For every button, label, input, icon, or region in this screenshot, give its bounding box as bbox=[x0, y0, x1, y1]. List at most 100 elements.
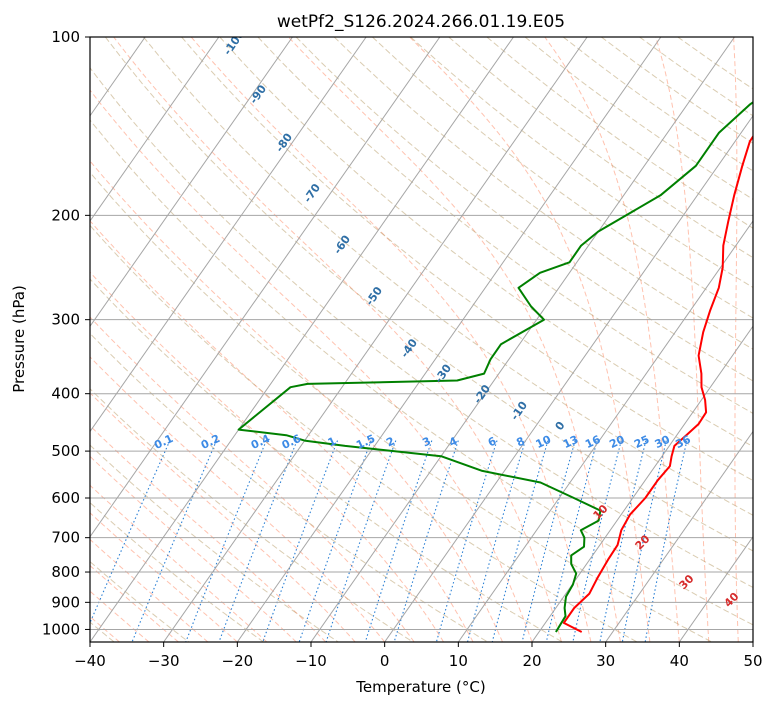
isotherm-gridline bbox=[605, 430, 753, 642]
moist-adiabat-line bbox=[90, 316, 415, 642]
moist-adiabat-line bbox=[733, 37, 739, 642]
mixing-ratio-label: 36 bbox=[673, 433, 693, 451]
x-tick-label: 50 bbox=[743, 652, 762, 670]
y-tick-label: 500 bbox=[51, 442, 80, 460]
isotherm-gridline bbox=[531, 325, 753, 642]
dry-adiabat-line bbox=[90, 560, 190, 642]
mixing-ratio-line bbox=[325, 440, 397, 642]
moist-adiabat-line bbox=[90, 564, 179, 642]
plot-area: 0.1 0.2 0.4 0.6 1 1.5 2 3 4 6 8 10 13 16 20 25 30 36-100-… bbox=[90, 37, 753, 642]
y-axis-label: Pressure (hPa) bbox=[10, 285, 28, 393]
mixing-ratio-lines bbox=[90, 440, 688, 642]
mixing-ratio-line bbox=[393, 440, 459, 642]
mixing-ratio-label: 13 bbox=[561, 433, 580, 451]
dry-adiabat-line bbox=[90, 224, 638, 642]
moist-adiabat-line bbox=[90, 271, 445, 642]
x-tick-label: −20 bbox=[222, 652, 254, 670]
moist-adiabat-line bbox=[409, 37, 651, 642]
moist-adiabat-line bbox=[90, 590, 150, 642]
x-tick-label: −30 bbox=[148, 652, 180, 670]
x-tick-label: −40 bbox=[74, 652, 106, 670]
mixing-ratio-line bbox=[185, 440, 267, 642]
isotherm-gridline bbox=[90, 37, 220, 222]
isotherm-gridline bbox=[90, 37, 441, 538]
moist-adiabat-line bbox=[113, 37, 562, 642]
mixing-ratio-line bbox=[621, 440, 667, 642]
y-tick-label: 600 bbox=[51, 489, 80, 507]
mixing-ratio-line bbox=[491, 440, 549, 642]
x-axis-ticks: −40 −30 −20 −10 0 10 20 30 40 50 bbox=[74, 642, 763, 670]
moist-adiabat-line bbox=[90, 89, 533, 642]
y-tick-label: 200 bbox=[51, 206, 80, 224]
moist-adiabat-line bbox=[90, 455, 297, 642]
isotherm-gridline bbox=[163, 37, 588, 642]
isotherm-gridline bbox=[310, 37, 735, 642]
y-tick-label: 800 bbox=[51, 563, 80, 581]
isotherm-gridline bbox=[457, 220, 753, 642]
y-tick-label: 400 bbox=[51, 385, 80, 403]
mixing-ratio-line bbox=[90, 440, 171, 625]
mixing-ratio-label: 20 bbox=[607, 433, 627, 451]
y-tick-label: 300 bbox=[51, 311, 80, 329]
isotherm-gridline bbox=[236, 37, 662, 642]
grid bbox=[90, 37, 753, 642]
mixing-ratio-line bbox=[644, 440, 688, 642]
moist-adiabat-line bbox=[90, 538, 209, 642]
mixing-ratio-line bbox=[521, 440, 576, 642]
sounding-line bbox=[562, 134, 753, 633]
isotherm-gridline bbox=[90, 37, 514, 642]
mixing-ratio-line bbox=[466, 440, 526, 642]
x-tick-label: −10 bbox=[295, 652, 327, 670]
dry-adiabat-line bbox=[90, 278, 563, 642]
chart-title: wetPf2_S126.2024.266.01.19.E05 bbox=[277, 12, 565, 32]
dry-adiabat-line bbox=[90, 119, 753, 626]
mixing-ratio-line bbox=[298, 440, 372, 642]
x-tick-label: 10 bbox=[449, 652, 468, 670]
y-tick-label: 900 bbox=[51, 593, 80, 611]
y-tick-label: 700 bbox=[51, 529, 80, 547]
y-tick-label: 100 bbox=[51, 28, 80, 46]
dry-adiabat-line bbox=[104, 37, 753, 552]
x-tick-label: 0 bbox=[380, 652, 390, 670]
mixing-ratio-label: 16 bbox=[583, 433, 603, 451]
isotherm-gridline bbox=[384, 114, 753, 642]
moist-adiabat-line bbox=[544, 37, 680, 642]
moist-adiabat-line bbox=[90, 512, 238, 642]
moist-adiabat-line bbox=[90, 220, 474, 642]
moist-adiabat-line bbox=[90, 356, 386, 642]
isotherm-gridline bbox=[90, 37, 293, 328]
moist-adiabat-line bbox=[90, 425, 327, 642]
moist-adiabat-line bbox=[90, 392, 356, 642]
x-tick-label: 20 bbox=[522, 652, 541, 670]
sounding-line bbox=[237, 101, 753, 633]
dry-adiabat-line bbox=[143, 37, 753, 516]
moist-adiabat-line bbox=[288, 37, 621, 642]
isotherm-gridline bbox=[678, 535, 753, 642]
isotherm-gridline bbox=[90, 37, 367, 433]
mixing-ratio-label: 25 bbox=[632, 433, 651, 451]
mixing-ratio-line bbox=[545, 440, 598, 642]
mixing-ratio-line bbox=[364, 440, 433, 642]
plot-frame bbox=[89, 36, 754, 643]
mixing-ratio-line bbox=[262, 440, 339, 642]
mixing-ratio-label: 10 bbox=[534, 433, 554, 451]
moist-adiabat-line bbox=[90, 160, 503, 642]
moist-adiabat-line bbox=[90, 484, 268, 642]
sounding-series bbox=[237, 101, 753, 633]
moist-adiabat-line bbox=[655, 37, 710, 642]
mixing-ratio-label: 30 bbox=[653, 433, 673, 451]
y-tick-label: 1000 bbox=[42, 620, 80, 638]
x-tick-label: 40 bbox=[670, 652, 689, 670]
x-axis-label: Temperature (°C) bbox=[355, 678, 485, 696]
moist-adiabats bbox=[90, 37, 739, 642]
y-axis-ticks: 100 200 300 400 500 600 700 800 900 1000 bbox=[42, 28, 90, 638]
dry-adiabat-line bbox=[90, 444, 339, 642]
mixing-ratio-line bbox=[435, 440, 498, 642]
dry-adiabat-line bbox=[90, 332, 488, 642]
x-tick-label: 30 bbox=[596, 652, 615, 670]
mixing-ratio-line bbox=[218, 440, 298, 642]
dry-adiabat-line bbox=[90, 171, 712, 642]
dry-adiabat-line bbox=[90, 67, 753, 588]
